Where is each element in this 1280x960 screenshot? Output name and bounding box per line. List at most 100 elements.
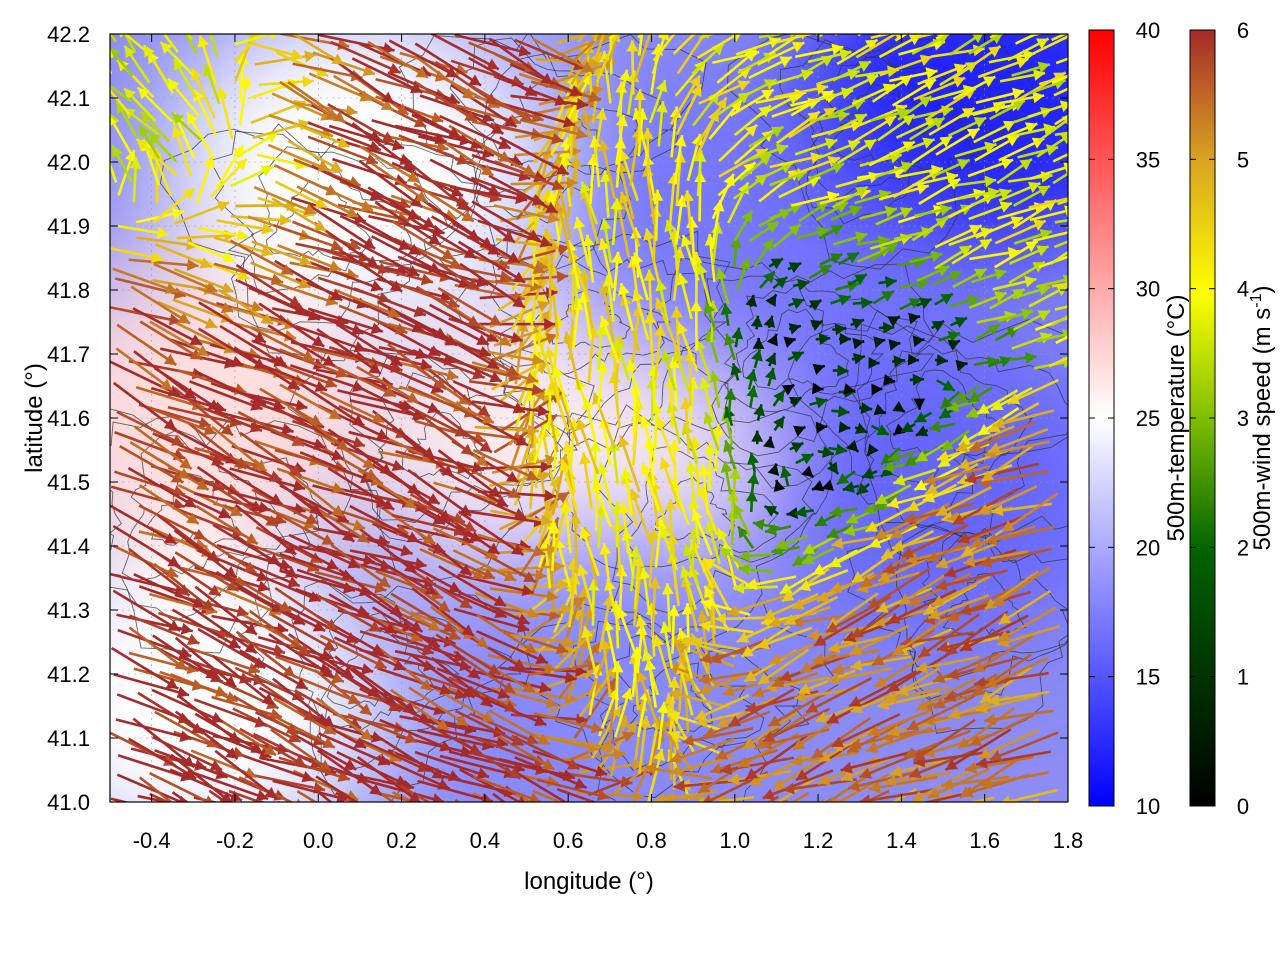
wind-arrow-head: [561, 603, 573, 616]
wind-arrow-shaft: [840, 749, 915, 772]
wind-arrow-head: [817, 590, 830, 602]
wind-arrow: [430, 605, 489, 649]
wind-arrow-head: [769, 653, 782, 665]
wind-arrow-shaft: [556, 788, 598, 802]
wind-arrow: [128, 737, 197, 780]
wind-arrow: [901, 523, 969, 559]
wind-arrow-head: [297, 643, 311, 655]
wind-arrow: [457, 590, 531, 625]
wind-arrow: [269, 612, 337, 652]
wind-arrow-head: [476, 767, 490, 780]
wind-arrow-head: [261, 693, 275, 705]
wind-arrow-head: [504, 700, 517, 712]
wind-arrow: [152, 634, 219, 680]
wind-arrow-shaft: [498, 628, 569, 653]
wind-arrow: [915, 655, 980, 674]
wind-arrow: [379, 718, 453, 752]
wind-arrow: [113, 673, 190, 699]
wind-arrow-head: [668, 711, 681, 723]
wind-arrow: [434, 800, 439, 802]
wind-arrow-shaft: [858, 788, 934, 802]
wind-arrow: [547, 735, 614, 753]
wind-arrow-shaft: [177, 694, 241, 744]
wind-arrow-shaft: [457, 590, 531, 625]
wind-arrow-shaft: [983, 709, 1054, 723]
wind-arrow-head: [779, 670, 792, 682]
wind-arrow-head: [742, 737, 756, 749]
wind-arrow-head: [898, 593, 912, 605]
wind-arrow-head: [669, 752, 683, 764]
wind-arrow-shaft: [139, 776, 174, 802]
wind-arrow: [679, 636, 736, 658]
wind-arrow-head: [621, 731, 635, 743]
wind-arrow: [908, 747, 979, 779]
wind-arrow-head: [516, 613, 530, 625]
wind-arrow-head: [884, 774, 897, 787]
wind-arrow-shaft: [474, 737, 547, 766]
wind-arrow-head: [183, 767, 197, 779]
wind-arrow: [316, 790, 333, 802]
wind-arrow-head: [576, 564, 589, 577]
wind-arrow-head: [676, 628, 689, 641]
wind-arrow-head: [437, 778, 450, 790]
wind-arrow-head: [178, 795, 187, 802]
wind-arrow-shaft: [116, 613, 194, 633]
wind-arrow-head: [523, 571, 536, 582]
wind-arrow-shaft: [137, 794, 173, 802]
wind-arrow-shaft: [278, 756, 351, 781]
wind-arrow-head: [963, 555, 976, 568]
wind-arrow-head: [208, 584, 221, 596]
wind-arrow-shaft: [533, 711, 604, 732]
wind-arrow: [287, 730, 357, 771]
wind-arrow-head: [544, 501, 557, 512]
wind-arrow-shaft: [268, 531, 340, 571]
wind-arrow: [391, 553, 462, 594]
wind-arrow-shaft: [434, 584, 508, 619]
wind-arrow-head: [896, 684, 909, 696]
wind-arrow-shaft: [514, 771, 568, 802]
wind-arrow-head: [359, 703, 372, 716]
wind-arrow: [959, 614, 1029, 652]
wind-arrow-head: [790, 615, 803, 628]
wind-arrow-head: [543, 661, 556, 674]
wind-arrow: [488, 709, 551, 746]
wind-arrow-head: [682, 734, 695, 747]
wind-arrow: [614, 687, 633, 738]
wind-arrow: [762, 707, 831, 743]
wind-arrow-head: [679, 566, 692, 579]
wind-arrow-shaft: [287, 730, 357, 771]
wind-arrow-shaft: [972, 634, 1034, 674]
wind-arrow: [154, 710, 220, 749]
wind-arrow-head: [903, 747, 917, 759]
wind-arrow-head: [596, 789, 610, 801]
wind-arrow-shaft: [547, 735, 614, 750]
wind-arrow: [128, 614, 200, 645]
wind-arrow-head: [347, 818, 360, 829]
wind-arrow-shaft: [669, 737, 735, 763]
wind-arrow: [915, 677, 977, 712]
wind-arrow-head: [556, 492, 570, 504]
wind-arrow-shaft: [212, 655, 275, 706]
wind-arrow-head: [984, 713, 996, 726]
wind-arrow-head: [859, 794, 871, 802]
wind-arrow-shaft: [868, 775, 938, 791]
wind-arrow: [828, 544, 872, 569]
wind-arrow-head: [802, 553, 815, 565]
wind-arrow-head: [572, 597, 586, 609]
wind-arrow: [434, 584, 508, 619]
wind-arrow-head: [948, 707, 961, 720]
temperature-patch: [753, 322, 1068, 642]
wind-arrow-head: [555, 642, 569, 655]
wind-arrow: [858, 799, 872, 802]
wind-arrow: [959, 758, 1020, 799]
wind-arrow-head: [361, 663, 374, 675]
wind-arrow-head: [546, 543, 559, 556]
wind-arrow: [279, 552, 355, 581]
wind-arrow-head: [985, 533, 998, 546]
wind-arrow-shaft: [698, 669, 768, 683]
wind-arrow-head: [644, 763, 657, 775]
wind-arrow: [137, 794, 173, 802]
wind-arrow-head: [927, 787, 941, 799]
wind-arrow-head: [989, 750, 1003, 762]
